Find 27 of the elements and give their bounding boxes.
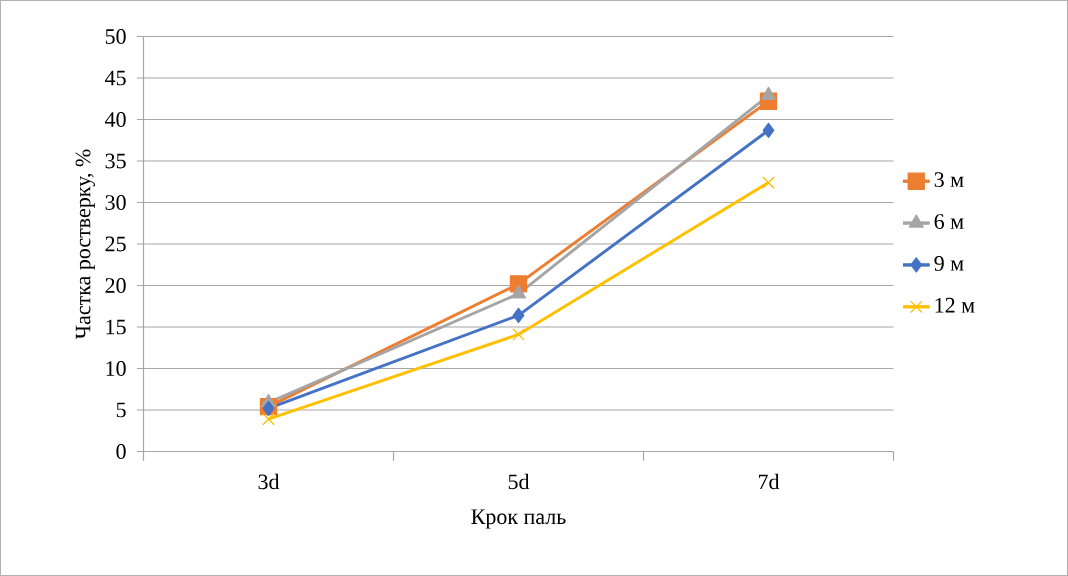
y-axis-title: Частка ростверку, % (75, 149, 95, 340)
legend-label: 6 м (934, 214, 964, 229)
y-tick-label: 50 (105, 29, 126, 44)
legend-label: 3 м (934, 172, 964, 188)
y-tick-label: 30 (105, 195, 126, 210)
point (762, 122, 775, 138)
y-tick-label: 10 (106, 361, 126, 376)
x-tick-label: 3d (258, 473, 280, 490)
y-tick-label: 40 (105, 112, 126, 127)
y-tick-label: 25 (105, 236, 126, 252)
y-tick-label: 5 (116, 402, 126, 418)
y-tick-label: 35 (105, 153, 126, 169)
y-tick-label: 0 (116, 444, 126, 459)
y-tick-label: 45 (105, 70, 126, 86)
x-tick-label: 5d (508, 473, 530, 490)
y-tick-label: 20 (105, 278, 126, 293)
y-tick-label: 15 (106, 319, 126, 335)
legend-label: 12 м (935, 297, 975, 313)
point (510, 285, 527, 299)
legend-label: 9 м (934, 256, 964, 271)
point (512, 328, 525, 341)
x-axis-title: Крок паль (471, 509, 566, 529)
x-tick-label: 7d (758, 473, 780, 490)
point (512, 307, 525, 324)
point (262, 412, 275, 426)
point (762, 176, 775, 189)
point (760, 86, 777, 101)
